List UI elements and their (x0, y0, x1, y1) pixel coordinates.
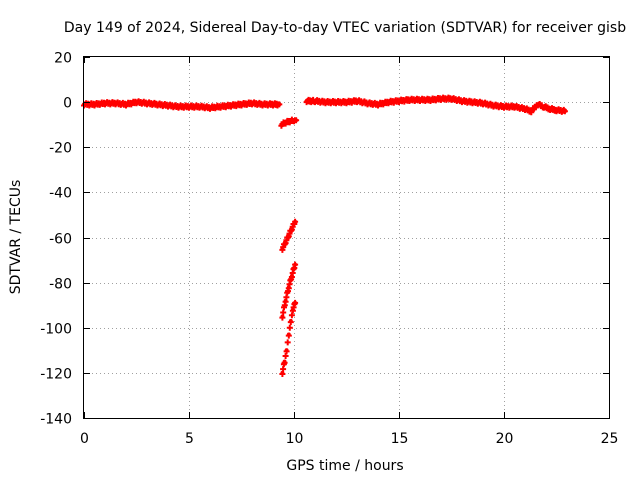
data-point (286, 285, 291, 290)
series-points (303, 94, 568, 116)
data-point (376, 102, 380, 107)
y-tick-label: -140 (40, 412, 72, 428)
data-point (562, 109, 567, 114)
data-point (523, 106, 527, 111)
data-point (548, 106, 553, 111)
data-point (512, 104, 517, 109)
data-point (218, 104, 223, 109)
data-point (491, 103, 496, 108)
y-tick-label: 0 (63, 96, 72, 112)
data-point (92, 102, 97, 107)
data-point (439, 96, 443, 101)
data-point (145, 101, 149, 106)
data-point (470, 100, 475, 105)
data-point (229, 103, 233, 108)
x-tick-label: 20 (496, 431, 514, 447)
data-point (277, 102, 282, 107)
data-point (271, 102, 275, 107)
data-point (287, 119, 292, 124)
data-point (418, 97, 422, 102)
data-point (134, 100, 139, 105)
data-point (535, 102, 540, 107)
data-point (344, 100, 349, 105)
data-point (481, 101, 485, 106)
y-tick-label: 20 (54, 51, 72, 67)
data-point (355, 99, 359, 103)
data-point (290, 307, 295, 312)
data-point (293, 219, 298, 224)
data-point (323, 100, 328, 105)
data-point (293, 262, 298, 267)
data-point (283, 120, 288, 125)
y-tick-label: -60 (49, 232, 72, 248)
x-axis-label: GPS time / hours (286, 458, 403, 474)
x-tick-label: 15 (391, 431, 409, 447)
data-point (279, 122, 284, 127)
chart-title: Day 149 of 2024, Sidereal Day-to-day VTE… (64, 20, 626, 36)
data-point (113, 101, 118, 106)
data-point (208, 105, 212, 110)
data-point (250, 101, 254, 106)
data-point (502, 104, 506, 109)
data-point (155, 102, 160, 107)
data-point (280, 370, 285, 375)
x-tick-label: 25 (601, 431, 619, 447)
data-point (260, 102, 265, 107)
x-tick-label: 0 (80, 431, 89, 447)
data-point (365, 101, 370, 106)
data-points (81, 94, 568, 377)
grid-lines (84, 57, 609, 418)
data-point (304, 99, 309, 103)
data-point (313, 99, 317, 103)
data-point (428, 97, 433, 102)
y-tick-label: -100 (40, 322, 72, 338)
data-point (293, 300, 298, 305)
data-point (124, 102, 128, 107)
data-point (289, 273, 294, 278)
axis-ticks: 0 5 10 15 20 25 -140 -120 -100 -80 -60 -40 -20 0 20 (40, 51, 618, 448)
data-point (288, 319, 293, 323)
data-point (460, 99, 464, 103)
data-point (397, 99, 401, 103)
data-point (386, 100, 391, 105)
data-point (283, 240, 288, 244)
data-point (280, 314, 285, 319)
y-tick-label: -20 (49, 141, 72, 157)
data-point (166, 103, 170, 108)
data-point (449, 96, 454, 101)
data-point (187, 104, 191, 109)
data-point (197, 104, 202, 109)
data-point (294, 118, 299, 123)
data-point (334, 100, 338, 105)
x-tick-label: 5 (185, 431, 194, 447)
x-tick-label: 10 (286, 431, 304, 447)
data-point (286, 233, 291, 238)
data-point (239, 102, 244, 107)
data-point (541, 104, 546, 109)
data-point (283, 298, 288, 303)
plot-frame (83, 56, 610, 419)
data-point (280, 246, 285, 251)
data-point (289, 226, 294, 231)
data-point (103, 101, 107, 106)
data-point (282, 359, 287, 364)
y-tick-label: -80 (49, 277, 72, 293)
y-axis-label: SDTVAR / TECUs (8, 180, 24, 295)
data-point (176, 104, 181, 109)
data-point (284, 348, 289, 353)
data-point (554, 108, 559, 112)
y-tick-label: -40 (49, 186, 72, 202)
data-point (286, 332, 291, 337)
data-point (529, 109, 534, 114)
y-tick-label: -120 (40, 367, 72, 383)
data-point (407, 97, 412, 102)
